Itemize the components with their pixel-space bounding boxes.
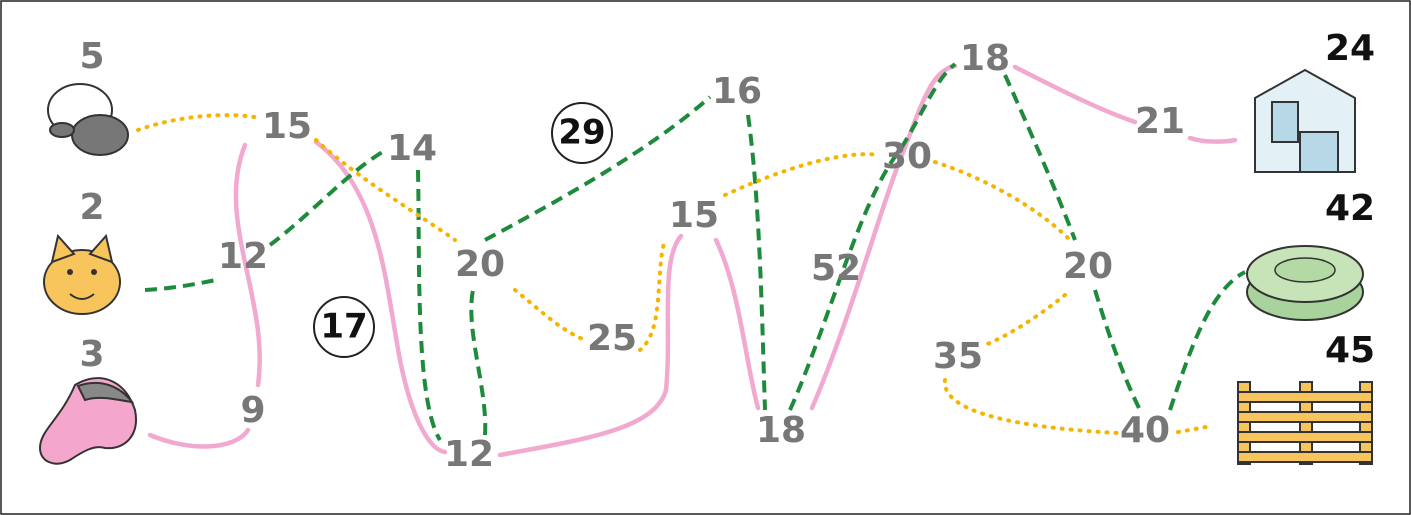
path-number: 52 xyxy=(811,248,861,289)
horse-icon xyxy=(38,377,137,465)
circled-numbers xyxy=(313,102,613,358)
paths xyxy=(136,62,1246,458)
circled-number: 29 xyxy=(558,113,605,153)
path-number: 14 xyxy=(387,128,437,169)
destination-number: 42 xyxy=(1325,188,1375,229)
path-number: 9 xyxy=(240,390,265,431)
path-number: 16 xyxy=(712,71,762,112)
path-number: 12 xyxy=(218,236,268,277)
hay-icon xyxy=(1246,245,1364,321)
circle-outline xyxy=(551,102,613,164)
path-number: 30 xyxy=(882,136,932,177)
animal-number: 5 xyxy=(79,36,104,77)
path-number: 25 xyxy=(587,318,637,359)
animal-number: 3 xyxy=(79,334,104,375)
animal-number: 2 xyxy=(79,187,104,228)
path-number: 20 xyxy=(1063,246,1113,287)
path-number: 15 xyxy=(262,106,312,147)
yellow-route xyxy=(136,113,1214,435)
sheep-icon xyxy=(47,83,129,156)
path-number: 40 xyxy=(1120,410,1170,451)
path-number: 18 xyxy=(960,38,1010,79)
circle-outline xyxy=(313,296,375,358)
destination-number: 24 xyxy=(1325,28,1375,69)
path-number: 15 xyxy=(669,195,719,236)
path-number: 12 xyxy=(444,434,494,475)
path-number: 20 xyxy=(455,244,505,285)
path-number: 18 xyxy=(756,410,806,451)
cat-icon xyxy=(43,233,121,315)
destination-number: 45 xyxy=(1325,330,1375,371)
pink-route xyxy=(147,63,1238,458)
green-route xyxy=(144,62,1246,442)
path-number: 35 xyxy=(933,336,983,377)
circled-number: 17 xyxy=(320,307,367,347)
fence-icon xyxy=(1237,381,1373,465)
path-number: 21 xyxy=(1135,101,1185,142)
barn-icon xyxy=(1254,68,1356,173)
